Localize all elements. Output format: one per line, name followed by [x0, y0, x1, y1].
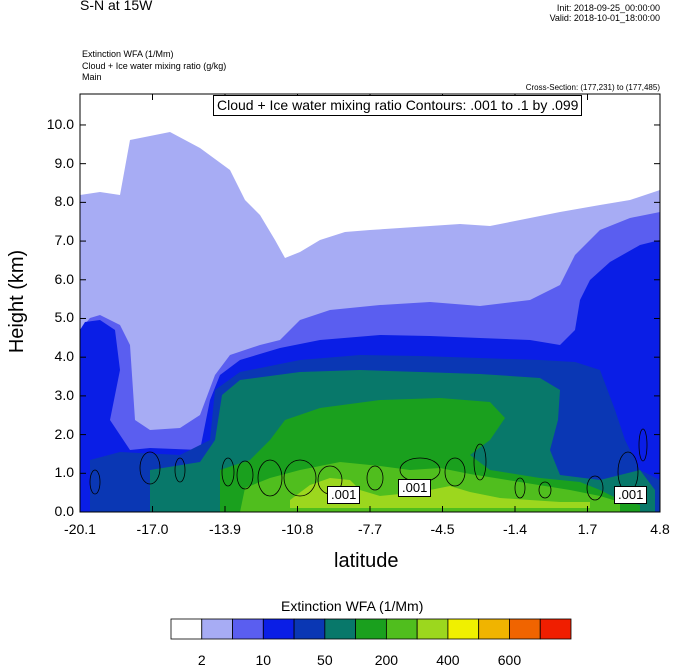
- y-tick-label: 4.0: [54, 348, 74, 365]
- colorbar-swatch: [385, 618, 418, 640]
- colorbar-label: 50: [317, 652, 333, 668]
- filled-contours: [80, 94, 660, 512]
- colorbar-label: 200: [374, 652, 399, 668]
- x-tick-label: -20.1: [64, 521, 96, 537]
- plot-title: S-N at 15W: [80, 0, 153, 13]
- field-name-extinction: Extinction WFA (1/Mm): [82, 49, 174, 59]
- y-tick-label: 2.0: [54, 425, 74, 442]
- y-axis-label: Height (km): [6, 249, 29, 354]
- x-tick-label: -7.7: [357, 521, 383, 537]
- y-tick-label: 6.0: [54, 270, 74, 287]
- colorbar-label: 400: [436, 652, 460, 668]
- y-tick-label: 8.0: [54, 193, 74, 210]
- y-tick-label: 5.0: [54, 309, 74, 326]
- colorbar-swatch: [416, 618, 449, 640]
- x-tick-label: -10.8: [281, 521, 314, 537]
- colorbar-label: 10: [255, 652, 272, 668]
- field-name-main: Main: [82, 72, 102, 82]
- colorbar-swatch: [478, 618, 510, 640]
- y-tick-marks: [80, 124, 660, 513]
- colorbar-swatch: [539, 618, 572, 640]
- colorbar-swatch: [232, 618, 264, 640]
- cross-section-label: Cross-Section: (177,231) to (177,485): [525, 83, 660, 92]
- y-tick-label: 10.0: [46, 115, 74, 132]
- y-tick-label: 7.0: [54, 232, 74, 249]
- contour-label: .001: [327, 486, 361, 504]
- contour-info-box: Cloud + Ice water mixing ratio Contours:…: [213, 95, 583, 116]
- colorbar-swatch: [324, 618, 357, 640]
- contour-label: .001: [398, 479, 432, 497]
- x-tick-label: -4.5: [430, 521, 455, 537]
- x-tick-label: 1.7: [577, 521, 598, 537]
- colorbar-swatch: [509, 618, 541, 640]
- x-tick-label: -17.0: [136, 521, 169, 537]
- colorbar-swatch: [355, 618, 387, 640]
- y-tick-label: 3.0: [54, 386, 74, 403]
- field-name-cloud-ice: Cloud + Ice water mixing ratio (g/kg): [82, 61, 227, 71]
- x-tick-label: -13.9: [209, 521, 241, 537]
- colorbar-title: Extinction WFA (1/Mm): [281, 598, 424, 614]
- x-axis-label: latitude: [334, 550, 399, 572]
- colorbar-swatch: [170, 618, 203, 640]
- y-tick-label: 9.0: [54, 154, 74, 171]
- init-time: Init: 2018-09-25_00:00:00: [556, 3, 660, 13]
- colorbar-swatch: [293, 618, 326, 640]
- contour-label: .001: [614, 486, 648, 504]
- y-tick-label: 1.0: [54, 464, 74, 481]
- colorbar-swatch: [262, 618, 295, 640]
- valid-time: Valid: 2018-10-01_18:00:00: [549, 13, 660, 23]
- y-tick-label: 0.0: [54, 503, 74, 519]
- extinction-region-level-400: [290, 478, 590, 508]
- colorbar-swatch: [447, 618, 480, 640]
- colorbar: [170, 618, 572, 640]
- colorbar-label: 2: [197, 652, 206, 668]
- colorbar-swatch: [201, 618, 233, 640]
- colorbar-label: 600: [497, 652, 522, 668]
- x-tick-label: -1.4: [502, 521, 528, 537]
- x-tick-label: 4.8: [650, 521, 670, 537]
